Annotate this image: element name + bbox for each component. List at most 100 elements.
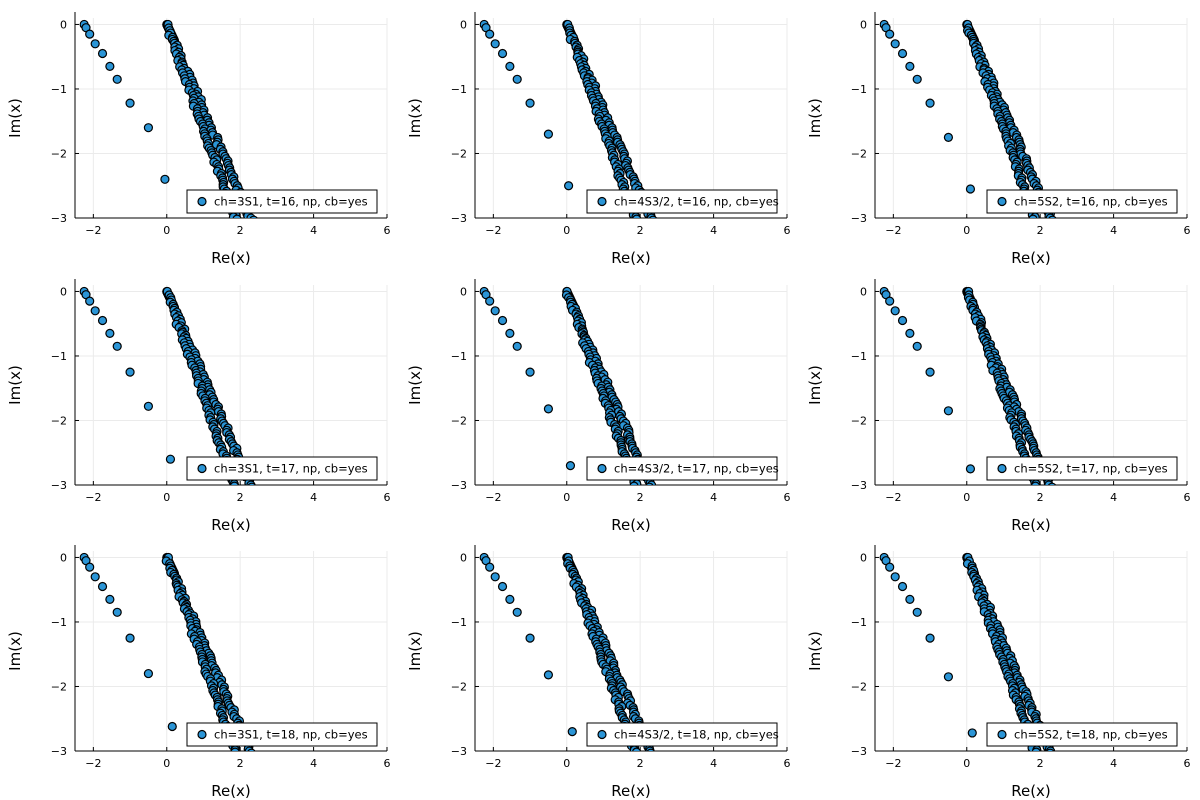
outer-branch-point [967,728,977,738]
legend-box [586,456,778,481]
x-tick-label: 4 [710,491,717,504]
legend: ch=5S2, t=17, np, cb=yes [986,456,1178,481]
y-axis-label: Im(x) [806,98,824,138]
legend: ch=4S3/2, t=18, np, cb=yes [586,722,779,747]
subplot-4: −2 0 2 4 6 −3 −2 −1 0 Re(x) Im(x) ch=3S1, t=17, np,… [6,279,391,534]
y-axis-label: Im(x) [6,98,24,138]
subplot-8: −2 0 2 4 6 −3 −2 −1 0 Re(x) Im(x) ch=4S3/2, t=18, n… [406,545,791,800]
y-tick-label: −3 [51,212,67,225]
y-tick-label: −3 [51,745,67,758]
legend-marker [197,463,207,474]
x-tick-label: −2 [885,757,901,770]
outer-branch-point [885,296,895,306]
x-tick-label: 2 [637,757,644,770]
band-point [1048,482,1057,485]
y-tick-label: −2 [451,680,467,693]
band-point [247,482,256,485]
outer-branch-point [912,607,922,617]
outer-branch-point [965,464,976,474]
outer-branch-point [885,562,895,572]
x-tick-label: 4 [310,224,317,237]
x-tick-label: 0 [163,757,170,770]
y-tick-label: −1 [51,350,67,363]
outer-branch-point [160,174,170,184]
outer-branch-point [85,562,95,572]
outer-branch-point [505,61,515,71]
y-tick-label: 0 [60,551,67,564]
x-tick-label: 6 [1184,757,1191,770]
outer-branch-point [943,672,954,682]
y-tick-label: −1 [451,350,467,363]
y-tick-label: −2 [851,680,867,693]
outer-branch-point [125,633,135,643]
x-tick-label: 2 [1037,757,1044,770]
outer-branch-point [167,721,177,732]
outer-branch-point [525,98,535,108]
band-point [1048,215,1057,218]
x-tick-label: 0 [563,224,570,237]
outer-branch-point [543,670,554,680]
subplot-3: −2 0 2 4 6 −3 −2 −1 0 Re(x) Im(x) ch=5S2, t=16, np,… [806,12,1191,267]
y-axis-label: Im(x) [806,365,824,405]
x-tick-label: 0 [563,757,570,770]
outer-branch-point [905,594,915,604]
x-tick-label: 0 [963,491,970,504]
legend-text: ch=5S2, t=16, np, cb=yes [1014,195,1168,209]
x-tick-label: 6 [384,224,391,237]
legend-marker [197,729,207,740]
outer-branch-point [905,61,915,71]
x-axis-label: Re(x) [211,516,251,534]
outer-branch-point [97,48,108,59]
band-point [232,214,242,218]
x-tick-label: 6 [784,224,791,237]
outer-branch-point [925,633,935,643]
outer-branch-point [943,406,954,416]
x-tick-label: 0 [163,491,170,504]
y-tick-label: −3 [451,212,467,225]
outer-branch-point [505,594,515,604]
outer-branch-point [543,129,554,139]
x-tick-label: 6 [784,491,791,504]
outer-branch-point [112,607,122,617]
band-point [247,748,256,751]
y-tick-label: −2 [451,147,467,160]
y-tick-label: 0 [460,285,467,298]
outer-branch-point [943,132,954,142]
legend-text: ch=5S2, t=17, np, cb=yes [1014,462,1168,476]
outer-branch-point [567,727,577,737]
outer-branch-point [890,572,900,582]
y-tick-label: 0 [460,551,467,564]
x-tick-label: −2 [885,224,901,237]
x-tick-label: 4 [1110,224,1117,237]
x-tick-label: 6 [384,757,391,770]
legend-marker [597,729,607,740]
outer-branch-point [490,572,500,582]
outer-branch-point [143,401,154,411]
legend-marker [997,463,1007,474]
outer-branch-point [105,328,115,338]
legend-box [986,456,1178,481]
x-tick-label: 0 [163,224,170,237]
outer-branch-point [890,306,900,316]
outer-branch-point [965,184,976,194]
outer-branch-point [565,461,576,471]
y-axis-label: Im(x) [6,631,24,671]
outer-branch-point [512,341,522,351]
x-tick-label: 4 [1110,491,1117,504]
x-tick-label: 2 [237,224,244,237]
y-tick-label: −1 [851,350,867,363]
x-tick-label: 6 [384,491,391,504]
legend-box [986,722,1178,747]
outer-branch-point [97,315,108,326]
y-tick-label: −2 [51,680,67,693]
x-axis-label: Re(x) [611,782,651,800]
y-tick-label: −1 [851,616,867,629]
outer-branch-point [143,668,154,679]
band-point [649,215,658,218]
band-point [1031,747,1041,751]
x-tick-label: 2 [237,491,244,504]
legend-box [186,189,378,214]
outer-branch-point [925,98,935,108]
legend: ch=4S3/2, t=16, np, cb=yes [586,189,779,214]
y-tick-label: 0 [860,551,867,564]
